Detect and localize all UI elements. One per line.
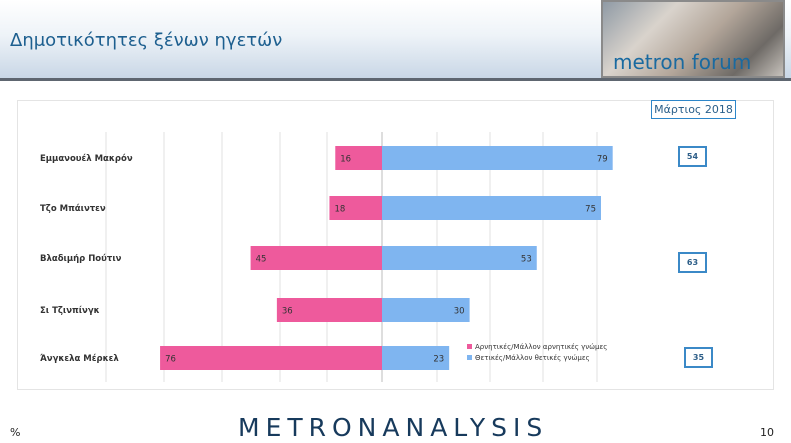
data-label-positive: 53 (521, 255, 532, 265)
category-label: Βλαδιμήρ Πούτιν (40, 254, 122, 264)
data-label-negative: 45 (256, 255, 267, 265)
legend-swatch (467, 355, 472, 360)
legend-swatch (467, 344, 472, 349)
forum-logo-image: metron forum 2.0 (601, 0, 785, 78)
comparison-box: 35 (684, 347, 713, 368)
unit-label: % (10, 426, 21, 439)
data-label-positive: 23 (433, 355, 444, 365)
data-label-positive: 30 (454, 307, 465, 317)
date-badge: Μάρτιος 2018 (651, 100, 736, 119)
category-label: Εμμανουέλ Μακρόν (40, 153, 133, 164)
data-label-negative: 16 (340, 155, 351, 165)
bar-positive (382, 298, 470, 322)
data-label-positive: 75 (585, 205, 596, 215)
bar-positive (382, 146, 613, 170)
legend-label: Αρνητικές/Μάλλον αρνητικές γνώμες (475, 343, 607, 351)
legend-label: Θετικές/Μάλλον θετικές γνώμες (475, 354, 590, 362)
category-label: Τζο Μπάιντεν (40, 204, 106, 214)
data-label-positive: 79 (597, 155, 608, 165)
bar-positive (382, 196, 601, 220)
category-label: Σι Τζινπίνγκ (40, 305, 100, 316)
bar-positive (382, 346, 450, 370)
bar-negative (335, 146, 382, 170)
bar-negative (160, 346, 382, 370)
header-divider (0, 78, 791, 81)
bar-negative (250, 246, 382, 270)
data-label-negative: 18 (334, 205, 345, 215)
bar-negative (276, 298, 382, 322)
comparison-box: 63 (678, 252, 707, 273)
forum-logo-text: metron forum 2.0 (613, 50, 752, 76)
page-number: 10 (760, 426, 774, 439)
bar-negative (329, 196, 382, 220)
comparison-box: 54 (678, 146, 707, 167)
page-title: Δημοτικότητες ξένων ηγετών (10, 30, 283, 51)
data-label-negative: 36 (282, 307, 293, 317)
footer-logo: METRONANALYSIS (238, 413, 549, 442)
category-label: Άνγκελα Μέρκελ (40, 353, 119, 364)
chart-frame (17, 100, 774, 390)
bar-positive (382, 246, 537, 270)
data-label-negative: 76 (165, 355, 176, 365)
